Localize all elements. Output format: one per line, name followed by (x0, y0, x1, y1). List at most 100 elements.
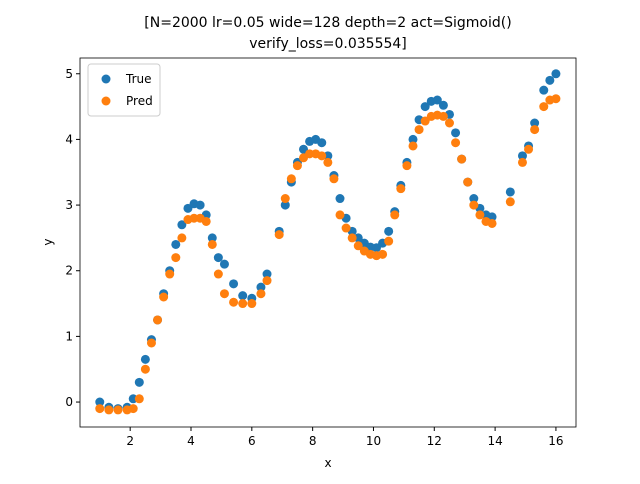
y-tick-label: 4 (65, 132, 73, 146)
point (201, 216, 211, 226)
point (262, 276, 272, 286)
y-tick-label: 0 (65, 395, 73, 409)
point (390, 210, 400, 220)
point (530, 125, 540, 135)
point (219, 259, 229, 269)
point (335, 194, 345, 204)
point (451, 128, 461, 138)
point (247, 299, 257, 309)
x-tick-label: 14 (487, 434, 502, 448)
y-tick-label: 2 (65, 264, 73, 278)
point (171, 239, 181, 249)
point (213, 269, 223, 279)
legend-label: Pred (126, 94, 153, 108)
point (229, 279, 239, 289)
point (238, 299, 248, 309)
point (551, 69, 561, 79)
point (335, 210, 345, 220)
point (153, 315, 163, 325)
x-tick-label: 4 (187, 434, 195, 448)
point (280, 194, 290, 204)
point (207, 239, 217, 249)
x-tick-label: 6 (248, 434, 256, 448)
point (171, 253, 181, 263)
point (432, 95, 442, 105)
point (420, 102, 430, 112)
point (384, 236, 394, 246)
point (487, 218, 497, 228)
y-tick-label: 5 (65, 67, 73, 81)
point (469, 200, 479, 210)
point (140, 354, 150, 364)
point (539, 102, 549, 112)
point (408, 141, 418, 151)
point (286, 174, 296, 184)
point (451, 138, 461, 148)
x-tick-label: 2 (126, 434, 134, 448)
point (469, 194, 479, 204)
point (213, 253, 223, 263)
x-tick-label: 10 (366, 434, 381, 448)
point (165, 269, 175, 279)
point (146, 338, 156, 348)
point (341, 223, 351, 233)
point (539, 85, 549, 95)
point (292, 161, 302, 171)
point (545, 75, 555, 85)
x-tick-label: 16 (548, 434, 563, 448)
legend-marker (101, 74, 111, 84)
point (396, 184, 406, 194)
point (353, 241, 363, 251)
point (438, 111, 448, 121)
point (414, 125, 424, 135)
point (551, 94, 561, 104)
x-axis-label: x (324, 456, 331, 470)
point (347, 233, 357, 243)
point (159, 292, 169, 302)
x-tick-label: 8 (309, 434, 317, 448)
point (317, 151, 327, 161)
point (262, 269, 272, 279)
point (274, 230, 284, 240)
point (140, 364, 150, 374)
chart-title: [N=2000 lr=0.05 wide=128 depth=2 act=Sig… (144, 15, 511, 31)
x-tick-label: 12 (427, 434, 442, 448)
point (229, 297, 239, 307)
point (505, 197, 515, 207)
point (195, 200, 205, 210)
point (475, 210, 485, 220)
point (384, 226, 394, 236)
point (505, 187, 515, 197)
point (256, 282, 266, 292)
point (317, 138, 327, 148)
point (207, 233, 217, 243)
point (524, 144, 534, 154)
point (95, 404, 105, 414)
point (438, 100, 448, 110)
point (219, 289, 229, 299)
y-axis-label: y (41, 238, 55, 245)
plot-frame (79, 57, 577, 428)
point (113, 405, 123, 415)
point (95, 397, 105, 407)
point (128, 404, 138, 414)
point (238, 291, 248, 301)
point (530, 118, 540, 128)
point (104, 405, 114, 415)
point (402, 161, 412, 171)
point (408, 134, 418, 144)
point (134, 377, 144, 387)
legend-label: True (125, 72, 152, 86)
point (256, 289, 266, 299)
chart-title: verify_loss=0.035554] (249, 36, 407, 52)
point (177, 220, 187, 230)
point (134, 394, 144, 404)
point (378, 249, 388, 259)
point (517, 151, 527, 161)
point (457, 154, 467, 164)
legend-marker (101, 96, 111, 106)
point (280, 200, 290, 210)
point (444, 118, 454, 128)
point (323, 157, 333, 167)
